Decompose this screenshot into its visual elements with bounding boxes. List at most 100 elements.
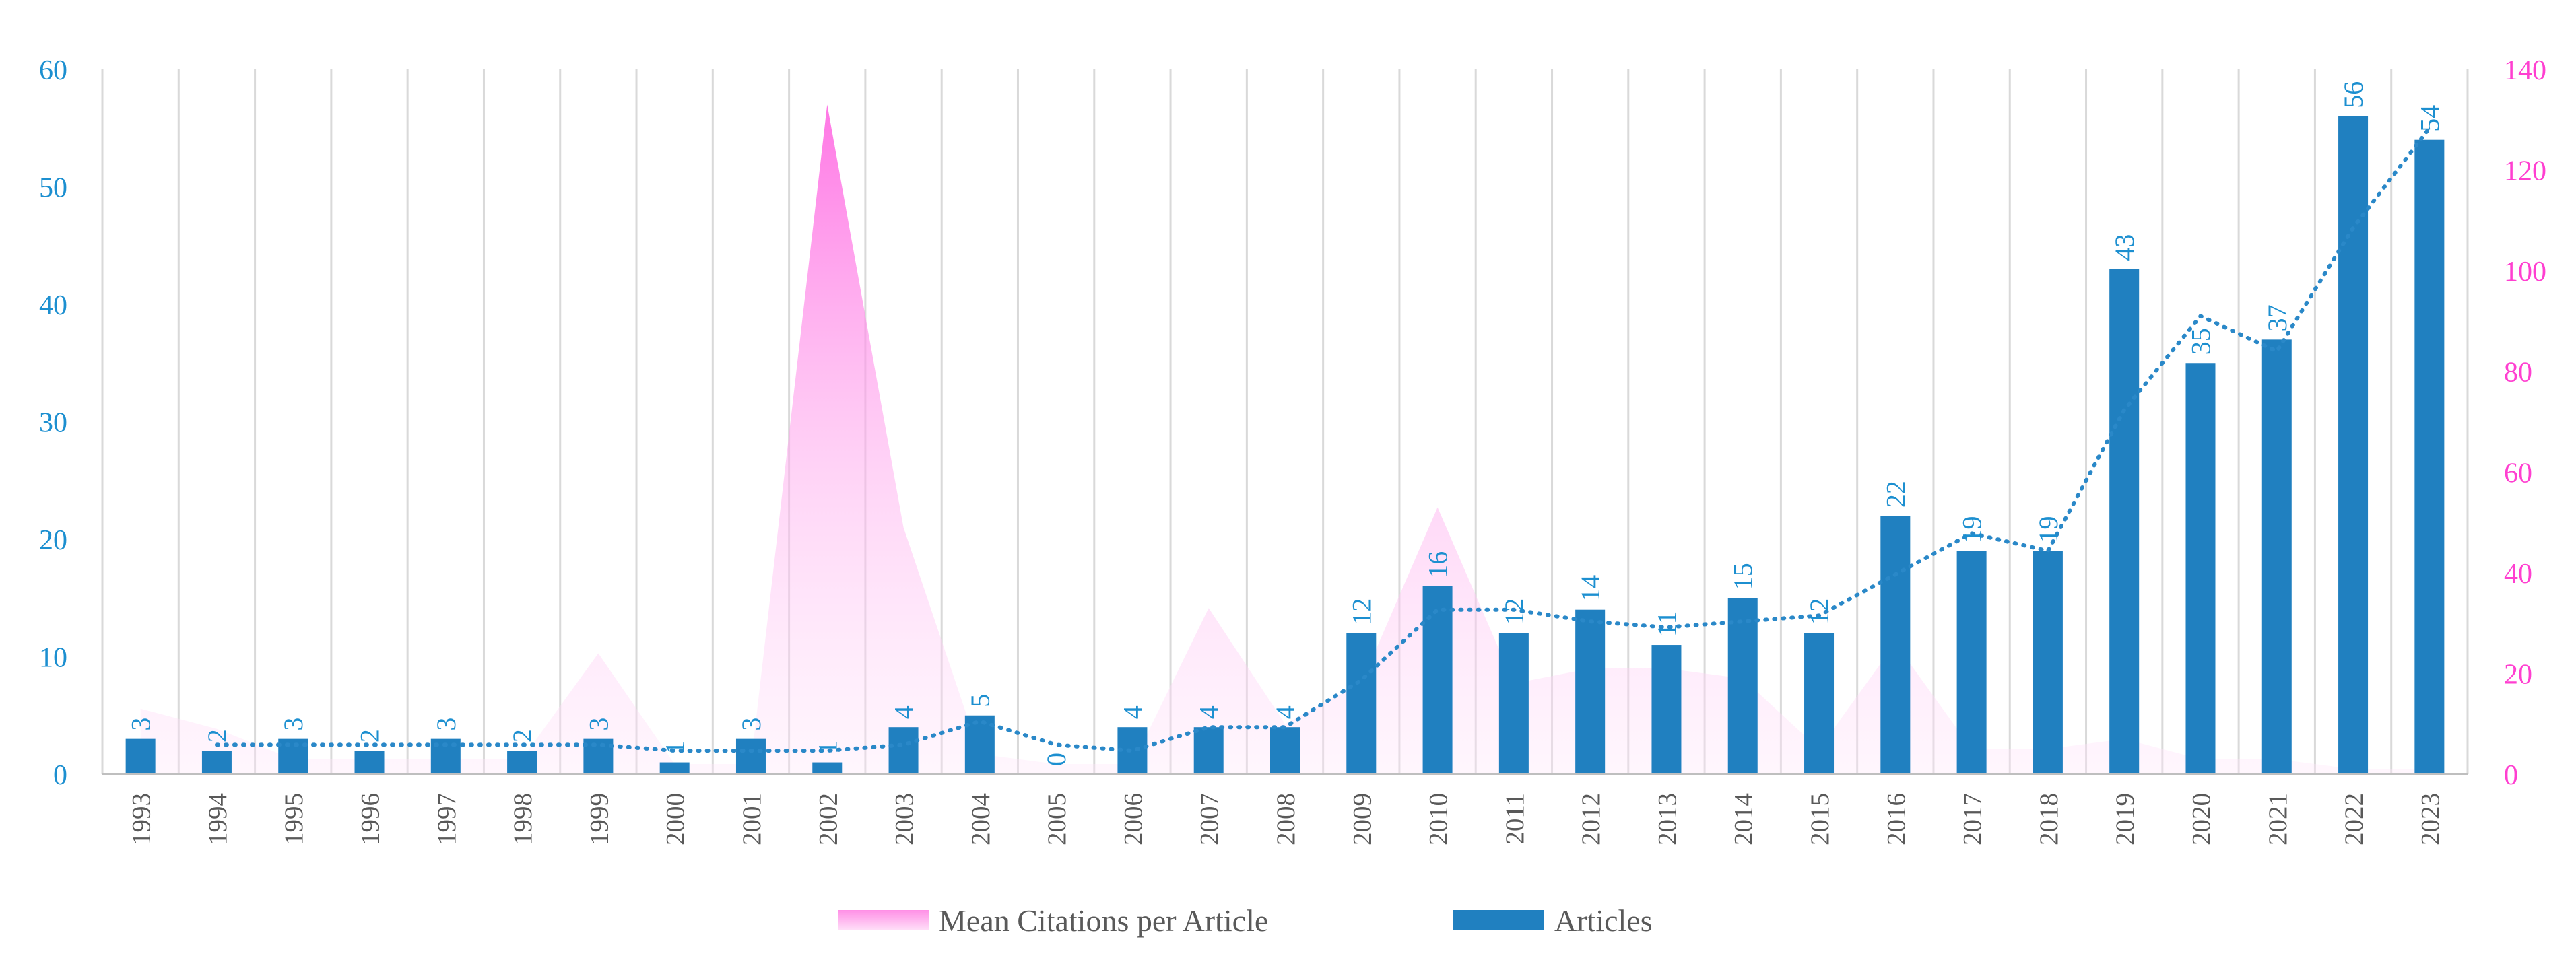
bar-articles-2011 [1498, 633, 1529, 774]
legend: Mean Citations per Article Articles [838, 903, 1653, 938]
bar-articles-1993 [125, 738, 156, 774]
legend-label-mean-citations: Mean Citations per Article [939, 903, 1268, 938]
data-label-articles-2018: 19 [2033, 516, 2063, 543]
x-tick-label-2014: 2014 [1729, 793, 1758, 845]
y-left-tick-label: 50 [39, 173, 67, 204]
bar-articles-2016 [1880, 516, 1911, 774]
axes: 1993 1994 1995 1996 1997 1998 1999 2000 2001 2002… [39, 55, 2546, 845]
bar-articles-2014 [1727, 598, 1758, 774]
data-label-articles-1998: 2 [507, 729, 537, 742]
y-left-tick-label: 10 [39, 643, 67, 674]
data-label-articles-2021: 37 [2262, 304, 2292, 331]
y-left-tick-label: 30 [39, 408, 67, 439]
data-label-articles-2005: 0 [1041, 753, 1071, 766]
trendline-articles-moving-average [214, 126, 2432, 753]
x-tick-label-2004: 2004 [966, 793, 995, 845]
data-label-articles-2003: 4 [889, 705, 919, 719]
x-tick-label-2000: 2000 [661, 793, 690, 845]
bar-articles-2007 [1193, 727, 1224, 774]
x-tick-label-2006: 2006 [1119, 793, 1148, 845]
x-tick-label-2001: 2001 [737, 793, 766, 845]
bar-articles-1996 [354, 751, 385, 774]
y-left-tick-label: 60 [39, 55, 67, 86]
bar-articles-2013 [1651, 645, 1682, 774]
data-label-articles-2020: 35 [2185, 328, 2216, 355]
x-tick-label-1996: 1996 [356, 793, 385, 845]
bar-articles-2018 [2033, 551, 2063, 774]
x-tick-label-2003: 2003 [890, 793, 919, 845]
y-right-tick-label: 0 [2504, 760, 2518, 791]
data-label-articles-2007: 4 [1194, 705, 1224, 719]
x-tick-label-1999: 1999 [585, 793, 614, 845]
data-label-articles-2017: 19 [1957, 516, 1987, 543]
articles-bar-layer [125, 116, 2445, 775]
x-tick-label-1995: 1995 [279, 793, 308, 845]
y-left-tick-label: 40 [39, 290, 67, 321]
y-right-tick-label: 100 [2504, 256, 2546, 287]
x-tick-label-2015: 2015 [1806, 793, 1835, 845]
x-tick-label-1994: 1994 [203, 793, 232, 845]
bar-articles-1998 [507, 751, 537, 774]
data-label-articles-2023: 54 [2414, 105, 2445, 132]
x-tick-label-2002: 2002 [814, 793, 843, 845]
data-label-articles-2009: 12 [1346, 598, 1377, 625]
data-label-articles-1999: 3 [583, 718, 614, 731]
x-tick-label-2016: 2016 [1882, 793, 1911, 845]
data-label-articles-1994: 2 [202, 729, 232, 742]
data-label-articles-2001: 3 [736, 718, 766, 731]
x-tick-label-2018: 2018 [2035, 793, 2063, 845]
data-label-articles-2022: 56 [2338, 81, 2369, 108]
x-tick-label-2012: 2012 [1577, 793, 1606, 845]
data-label-articles-2006: 4 [1117, 705, 1148, 719]
bar-articles-2009 [1346, 633, 1377, 774]
y-right-tick-label: 60 [2504, 458, 2532, 489]
y-right-tick-label: 120 [2504, 156, 2546, 187]
x-tick-label-2017: 2017 [1958, 793, 1987, 845]
data-label-articles-2012: 14 [1575, 575, 1606, 602]
y-right-tick-label: 80 [2504, 357, 2532, 388]
x-tick-label-2011: 2011 [1500, 793, 1529, 845]
x-tick-label-2019: 2019 [2111, 793, 2140, 845]
data-label-articles-2000: 1 [660, 741, 690, 755]
data-label-articles-2015: 12 [1804, 598, 1835, 625]
bar-articles-2017 [1956, 551, 1987, 774]
data-label-articles-2019: 43 [2109, 234, 2140, 261]
y-left-tick-label: 0 [53, 760, 67, 791]
x-tick-label-2005: 2005 [1043, 793, 1071, 845]
bar-articles-1994 [201, 751, 232, 774]
bar-articles-2015 [1804, 633, 1835, 774]
bar-articles-2012 [1575, 609, 1606, 774]
legend-label-articles: Articles [1554, 903, 1653, 938]
bar-articles-2020 [2185, 363, 2216, 774]
y-right-tick-label: 140 [2504, 55, 2546, 86]
data-label-articles-2011: 12 [1499, 598, 1529, 625]
data-label-articles-1997: 3 [431, 718, 461, 731]
data-label-articles-2002: 1 [812, 741, 843, 755]
data-label-articles-1993: 3 [126, 718, 156, 731]
x-tick-label-2010: 2010 [1424, 793, 1453, 845]
data-label-articles-1995: 3 [278, 718, 308, 731]
x-tick-label-2013: 2013 [1653, 793, 1682, 845]
bar-articles-2023 [2414, 139, 2445, 774]
gridlines [101, 69, 2469, 774]
bar-articles-2010 [1422, 586, 1453, 774]
data-label-articles-2016: 22 [1880, 481, 1911, 508]
trendline-layer [214, 126, 2432, 753]
bar-articles-2021 [2261, 339, 2292, 775]
x-tick-label-2021: 2021 [2264, 793, 2292, 845]
y-right-tick-label: 20 [2504, 659, 2532, 690]
data-label-articles-2004: 5 [965, 694, 995, 707]
data-label-articles-2008: 4 [1270, 705, 1300, 719]
legend-swatch-articles [1453, 910, 1544, 930]
bar-articles-2003 [888, 727, 919, 774]
bar-articles-2008 [1270, 727, 1300, 774]
x-tick-label-1997: 1997 [432, 793, 461, 845]
y-right-tick-label: 40 [2504, 559, 2532, 590]
x-tick-label-1993: 1993 [127, 793, 156, 845]
data-label-articles-2014: 15 [1728, 563, 1758, 590]
y-left-tick-label: 20 [39, 525, 67, 556]
x-tick-label-1998: 1998 [508, 793, 537, 845]
bar-articles-2019 [2109, 269, 2140, 774]
x-tick-label-2009: 2009 [1348, 793, 1377, 845]
